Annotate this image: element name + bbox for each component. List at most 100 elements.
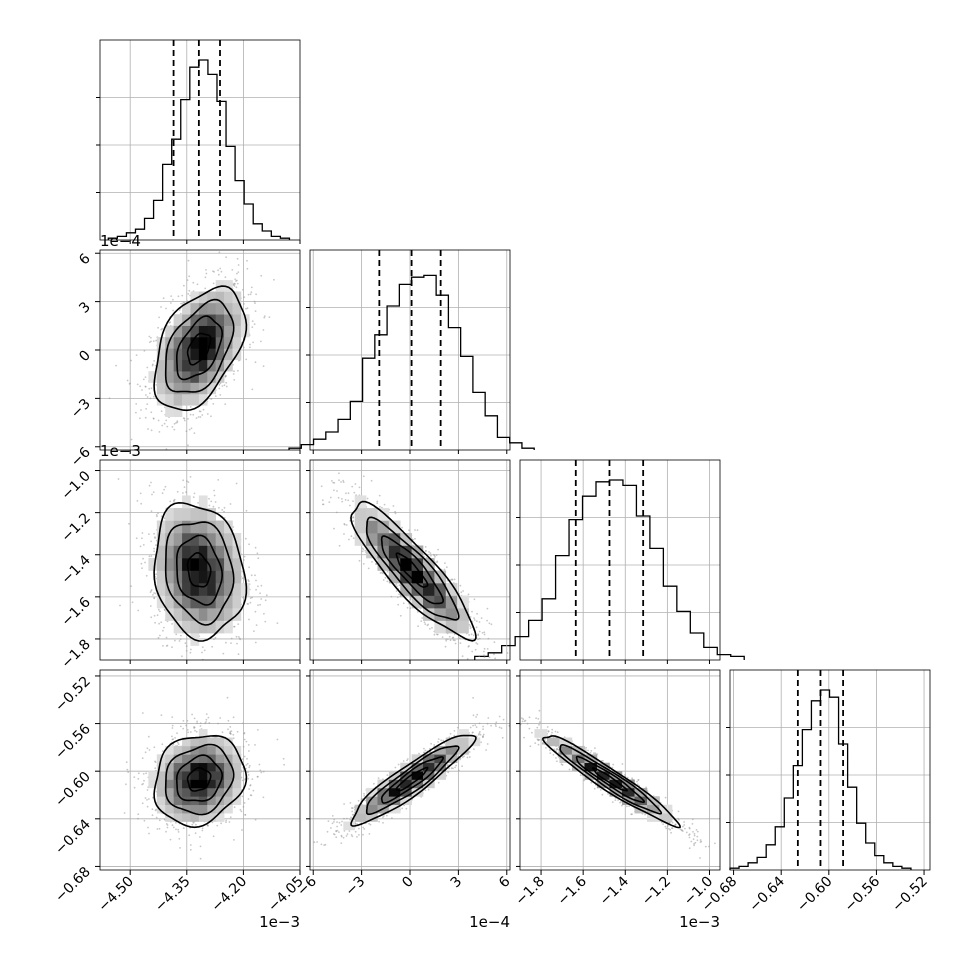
sample-point: [185, 430, 188, 433]
sample-point: [165, 419, 168, 422]
sample-point: [139, 545, 142, 548]
sample-point: [249, 293, 252, 296]
sample-point: [136, 500, 139, 502]
sample-point: [160, 328, 163, 331]
density-cell: [165, 393, 174, 406]
density-cell: [240, 583, 250, 596]
sample-point: [254, 610, 257, 613]
sample-point: [196, 283, 199, 286]
sample-point: [183, 486, 186, 488]
sample-point: [230, 642, 232, 644]
sample-point: [189, 731, 192, 733]
density-cell: [165, 545, 174, 559]
density-cell: [207, 371, 216, 383]
sample-point: [229, 503, 232, 505]
sample-point: [221, 385, 224, 387]
sample-point: [185, 645, 188, 648]
sample-point: [158, 316, 161, 319]
sample-point: [162, 645, 164, 647]
density-cell: [182, 382, 191, 395]
sample-point: [250, 291, 253, 294]
sample-point: [246, 762, 249, 765]
sample-point: [453, 633, 456, 636]
contour-line: [365, 516, 460, 621]
density-cell: [207, 608, 216, 621]
density-cell: [215, 371, 225, 383]
density-cell: [190, 325, 200, 338]
sample-point: [141, 389, 143, 391]
density-cell: [165, 348, 174, 361]
sample-point: [158, 622, 161, 625]
density-cell: [173, 608, 183, 621]
sample-point: [248, 750, 250, 752]
sample-point: [375, 563, 378, 565]
sample-point: [153, 614, 156, 617]
sample-point: [150, 481, 152, 484]
sample-point: [249, 346, 251, 349]
sample-point: [433, 553, 435, 556]
sample-point: [176, 420, 179, 423]
sample-point: [430, 554, 432, 557]
sample-point: [135, 354, 138, 356]
contour-line: [153, 501, 248, 642]
density-cell: [182, 302, 191, 315]
sample-point: [195, 417, 198, 419]
sample-point: [467, 593, 470, 596]
sample-point: [181, 655, 183, 658]
sample-point: [352, 537, 355, 539]
sample-point: [133, 786, 136, 789]
sample-point: [237, 623, 240, 625]
sample-point: [383, 503, 386, 506]
sample-point: [157, 512, 159, 515]
sample-point: [333, 489, 335, 492]
density-cell: [182, 558, 191, 571]
sample-point: [205, 713, 208, 715]
sample-point: [469, 627, 472, 630]
contour-line: [153, 285, 248, 412]
density-cell: [434, 608, 447, 621]
density-cell: [198, 348, 208, 361]
density-cell: [232, 314, 242, 326]
density-cell: [173, 583, 183, 596]
density-cell: [215, 348, 225, 361]
sample-point: [186, 279, 189, 281]
sample-point: [321, 503, 324, 506]
sample-point: [476, 643, 479, 645]
density-cell: [173, 532, 183, 546]
sample-point: [142, 557, 145, 560]
sample-point: [135, 411, 137, 414]
sample-point: [161, 424, 164, 427]
sample-point: [443, 568, 446, 571]
sample-point: [473, 617, 475, 619]
density-cell: [215, 595, 225, 609]
sample-point: [361, 550, 364, 553]
density-cell: [215, 570, 225, 584]
sample-point: [262, 365, 265, 368]
density-cell: [400, 532, 412, 546]
sample-point: [345, 492, 347, 495]
sample-point: [115, 364, 117, 367]
density-cell: [215, 520, 225, 534]
sample-point: [205, 272, 208, 275]
sample-point: [338, 544, 341, 547]
density-cell: [198, 337, 208, 349]
sample-point: [170, 302, 172, 304]
sample-point: [462, 590, 464, 592]
density-cell: [207, 314, 216, 326]
sample-point: [486, 648, 489, 650]
sample-point: [146, 396, 149, 398]
sample-point: [195, 823, 197, 826]
sample-point: [139, 417, 141, 420]
sample-point: [414, 537, 416, 540]
sample-point: [260, 584, 263, 587]
sample-point: [249, 597, 252, 599]
density-cell: [400, 570, 412, 584]
sample-point: [188, 428, 191, 431]
density-cell: [366, 545, 378, 559]
density-cell: [190, 620, 200, 634]
sample-point: [201, 827, 204, 830]
density-cell: [182, 507, 191, 521]
density-cell: [457, 608, 469, 621]
density-cell: [165, 371, 174, 383]
sample-point: [210, 398, 213, 400]
